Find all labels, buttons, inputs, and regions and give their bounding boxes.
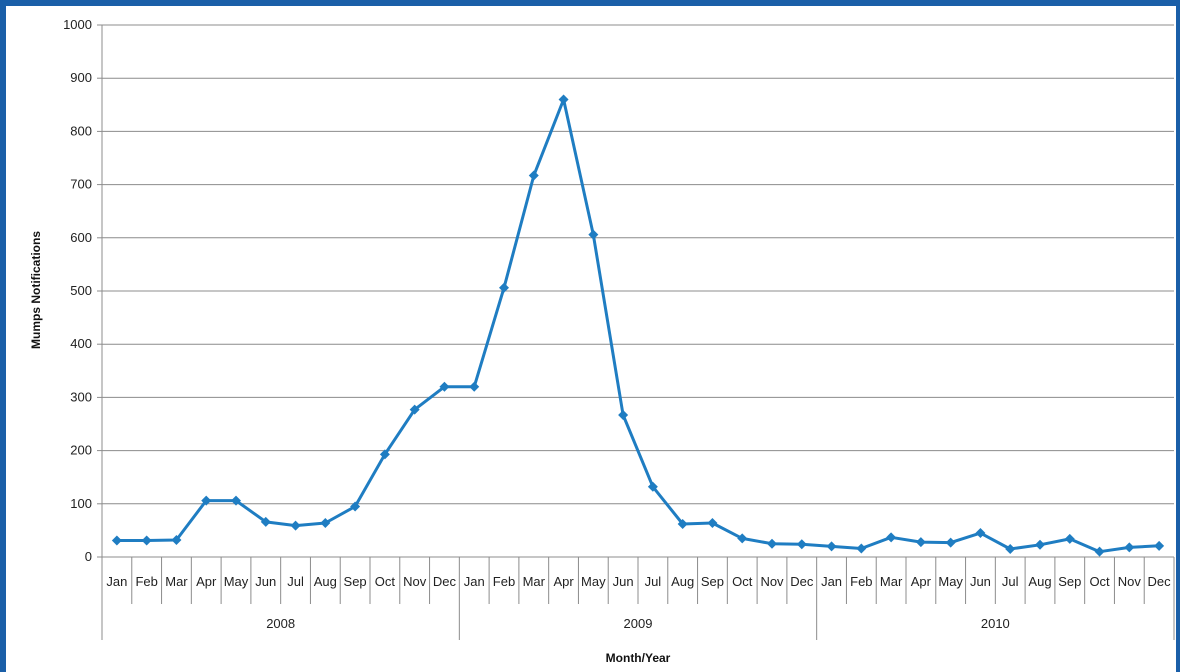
data-point [677, 519, 688, 530]
x-tick-label-sep: Sep [1058, 574, 1081, 589]
data-point [1154, 540, 1165, 551]
data-point [320, 517, 331, 528]
x-tick-label-mar: Mar [165, 574, 188, 589]
x-tick-label-sep: Sep [701, 574, 724, 589]
x-tick-label-feb: Feb [135, 574, 157, 589]
data-point [945, 537, 956, 548]
data-point [111, 535, 122, 546]
x-tick-label-oct: Oct [1089, 574, 1110, 589]
y-tick-label-900: 900 [70, 70, 92, 85]
x-tick-label-aug: Aug [314, 574, 337, 589]
x-tick-label-nov: Nov [1118, 574, 1142, 589]
data-point [1005, 544, 1016, 555]
x-tick-label-jan: Jan [106, 574, 127, 589]
y-tick-label-600: 600 [70, 230, 92, 245]
x-tick-label-jan: Jan [821, 574, 842, 589]
data-point [1124, 542, 1135, 553]
x-tick-label-jul: Jul [1002, 574, 1019, 589]
data-point [528, 170, 539, 181]
x-tick-label-jul: Jul [287, 574, 304, 589]
x-tick-label-nov: Nov [403, 574, 427, 589]
data-point [826, 541, 837, 552]
x-tick-label-dec: Dec [790, 574, 814, 589]
x-tick-label-mar: Mar [523, 574, 546, 589]
grid-lines [102, 24, 1174, 558]
data-point [618, 409, 629, 420]
x-axis: Jan Feb Mar Apr May Jun Jul Aug Sep Oct Nov Dec Jan F… [101, 556, 1175, 640]
x-tick-label-apr: Apr [911, 574, 932, 589]
x-tick-label-feb: Feb [493, 574, 515, 589]
x-tick-label-aug: Aug [671, 574, 694, 589]
series-line [116, 98, 1160, 554]
chart-panel [6, 6, 1176, 672]
data-point [558, 94, 569, 105]
year-label-2008: 2008 [266, 616, 295, 631]
x-tick-label-jun: Jun [613, 574, 634, 589]
x-tick-label-jun: Jun [255, 574, 276, 589]
data-point [588, 229, 599, 240]
x-tick-label-apr: Apr [196, 574, 217, 589]
y-tick-label-300: 300 [70, 389, 92, 404]
data-point [915, 537, 926, 548]
data-point [707, 517, 718, 528]
data-point [975, 528, 986, 539]
y-tick-label-200: 200 [70, 443, 92, 458]
x-tick-label-jun: Jun [970, 574, 991, 589]
y-axis-title: Mumps Notifications [29, 231, 43, 349]
y-tick-label-1000: 1000 [63, 17, 92, 32]
data-point [290, 520, 301, 531]
x-tick-label-dec: Dec [433, 574, 457, 589]
x-tick-label-nov: Nov [760, 574, 784, 589]
y-tick-label-700: 700 [70, 177, 92, 192]
data-point [141, 535, 152, 546]
data-point [379, 449, 390, 460]
y-tick-label-800: 800 [70, 123, 92, 138]
year-label-2009: 2009 [624, 616, 653, 631]
x-tick-label-aug: Aug [1028, 574, 1051, 589]
data-point [1064, 533, 1075, 544]
data-point [499, 282, 509, 293]
x-axis-title: Month/Year [606, 651, 671, 665]
data-point [469, 381, 480, 392]
data-point [439, 381, 450, 392]
y-tick-label-500: 500 [70, 283, 92, 298]
x-tick-label-sep: Sep [344, 574, 367, 589]
data-point [886, 532, 897, 543]
x-tick-label-mar: Mar [880, 574, 903, 589]
data-point [350, 501, 361, 512]
x-tick-label-may: May [581, 574, 606, 589]
data-point [1035, 539, 1045, 550]
year-label-2010: 2010 [981, 616, 1010, 631]
data-point [1094, 546, 1105, 557]
data-point [796, 539, 807, 550]
x-tick-label-feb: Feb [850, 574, 872, 589]
data-point [737, 533, 748, 544]
y-tick-label-0: 0 [85, 549, 92, 564]
data-point [260, 516, 271, 527]
data-point [201, 495, 212, 506]
x-tick-label-may: May [224, 574, 249, 589]
x-tick-label-may: May [938, 574, 963, 589]
x-tick-label-oct: Oct [375, 574, 396, 589]
data-point [409, 404, 420, 415]
data-point [171, 534, 182, 545]
y-axis-ticks: 0 100 200 300 400 500 600 700 800 900 1000 [63, 17, 103, 564]
x-tick-label-jul: Jul [645, 574, 662, 589]
series-layer [111, 94, 1165, 557]
x-tick-label-apr: Apr [553, 574, 574, 589]
data-point [767, 538, 777, 549]
y-tick-label-400: 400 [70, 336, 92, 351]
data-point [856, 543, 867, 554]
x-tick-label-jan: Jan [464, 574, 485, 589]
x-tick-label-oct: Oct [732, 574, 753, 589]
data-point [647, 481, 658, 492]
x-tick-label-dec: Dec [1148, 574, 1172, 589]
y-tick-label-100: 100 [70, 496, 92, 511]
data-point [231, 495, 241, 506]
